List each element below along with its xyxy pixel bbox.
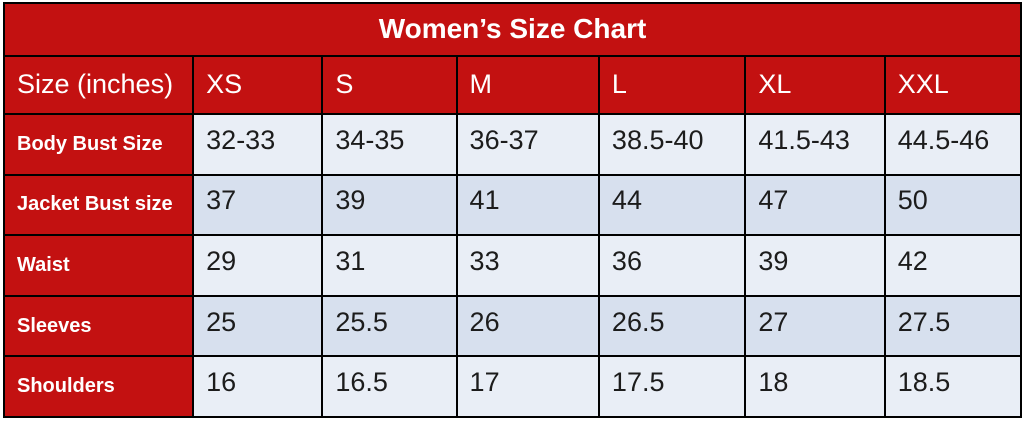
table-row-shoulders: Shoulders 16 16.5 17 17.5 18 18.5 [2,355,1023,418]
cell-waist-xl: 39 [744,234,886,297]
cell-shoulders-m: 17 [455,355,600,418]
column-header-xs: XS [192,54,324,116]
cell-body-bust-xs: 32-33 [192,113,324,176]
cell-jacket-bust-m: 41 [455,173,600,237]
cell-shoulders-xxl: 18.5 [883,355,1023,418]
cell-shoulders-xl: 18 [744,355,886,418]
cell-jacket-bust-xs: 37 [192,173,324,237]
cell-jacket-bust-xl: 47 [744,173,886,237]
cell-body-bust-xxl: 44.5-46 [883,113,1023,176]
cell-waist-xs: 29 [192,234,324,297]
column-header-l: L [597,54,747,116]
cell-sleeves-s: 25.5 [321,294,458,358]
row-label-jacket-bust: Jacket Bust size [2,173,195,237]
column-header-xxl: XXL [883,54,1023,116]
cell-sleeves-m: 26 [455,294,600,358]
womens-size-chart-table: Women’s Size Chart Size (inches) XS S M … [2,2,1023,418]
cell-shoulders-xs: 16 [192,355,324,418]
cell-sleeves-xl: 27 [744,294,886,358]
cell-waist-m: 33 [455,234,600,297]
cell-jacket-bust-l: 44 [597,173,747,237]
row-label-sleeves: Sleeves [2,294,195,358]
cell-shoulders-s: 16.5 [321,355,458,418]
cell-jacket-bust-s: 39 [321,173,458,237]
column-header-size-inches: Size (inches) [2,54,195,116]
cell-waist-s: 31 [321,234,458,297]
cell-body-bust-m: 36-37 [455,113,600,176]
cell-waist-xxl: 42 [883,234,1023,297]
table-row-body-bust: Body Bust Size 32-33 34-35 36-37 38.5-40… [2,113,1023,176]
cell-sleeves-l: 26.5 [597,294,747,358]
table-row-waist: Waist 29 31 33 36 39 42 [2,234,1023,297]
row-label-waist: Waist [2,234,195,297]
cell-body-bust-l: 38.5-40 [597,113,747,176]
table-row-jacket-bust: Jacket Bust size 37 39 41 44 47 50 [2,173,1023,237]
cell-jacket-bust-xxl: 50 [883,173,1023,237]
row-label-shoulders: Shoulders [2,355,195,418]
column-header-s: S [321,54,458,116]
cell-body-bust-xl: 41.5-43 [744,113,886,176]
chart-title: Women’s Size Chart [3,2,1022,57]
cell-sleeves-xxl: 27.5 [883,294,1023,358]
cell-shoulders-l: 17.5 [597,355,747,418]
cell-body-bust-s: 34-35 [321,113,458,176]
row-label-body-bust: Body Bust Size [2,113,195,176]
cell-waist-l: 36 [597,234,747,297]
table-row-sleeves: Sleeves 25 25.5 26 26.5 27 27.5 [2,294,1023,358]
column-header-xl: XL [744,54,886,116]
column-header-m: M [455,54,600,116]
cell-sleeves-xs: 25 [192,294,324,358]
